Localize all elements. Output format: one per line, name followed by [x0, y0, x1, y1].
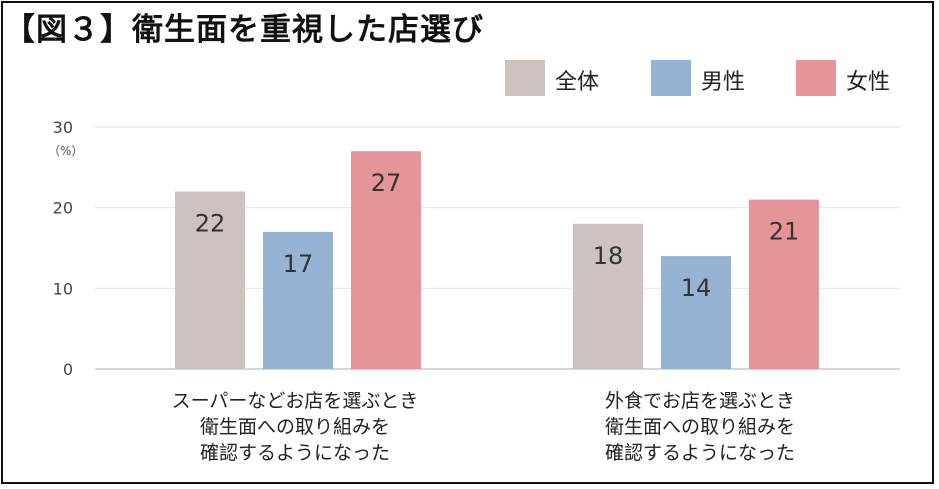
bar	[263, 231, 333, 369]
legend: 全体 男性 女性	[0, 58, 939, 98]
legend-swatch-female	[796, 60, 836, 96]
legend-swatch-all	[505, 60, 545, 96]
bar-value-label: 21	[769, 218, 800, 246]
y-tick-label: 20	[53, 199, 73, 218]
category-label-restaurant: 外食でお店を選ぶとき 衛生面への取り組みを 確認するようになった	[604, 390, 795, 464]
y-tick-label: 0	[63, 360, 73, 379]
y-tick-label: 30	[53, 118, 73, 137]
bar-value-label: 14	[681, 274, 712, 302]
y-axis-unit: （%）	[48, 144, 84, 158]
bar-value-label: 18	[593, 242, 624, 270]
bar	[175, 191, 245, 369]
y-tick-label: 10	[53, 279, 73, 298]
chart-title: 【図３】衛生面を重視した店選び	[4, 12, 484, 48]
bar-value-label: 27	[371, 169, 402, 197]
bar-value-label: 17	[283, 250, 314, 278]
bar	[573, 223, 643, 369]
legend-label-all: 全体	[555, 70, 600, 95]
legend-label-female: 女性	[846, 70, 891, 95]
category-label-supermarket: スーパーなどお店を選ぶとき 衛生面への取り組みを 確認するようになった	[171, 390, 419, 464]
legend-swatch-male	[651, 60, 691, 96]
legend-label-male: 男性	[701, 70, 746, 95]
bar-value-label: 22	[195, 210, 226, 238]
bar	[351, 151, 421, 369]
bar	[661, 256, 731, 369]
bar	[749, 199, 819, 369]
